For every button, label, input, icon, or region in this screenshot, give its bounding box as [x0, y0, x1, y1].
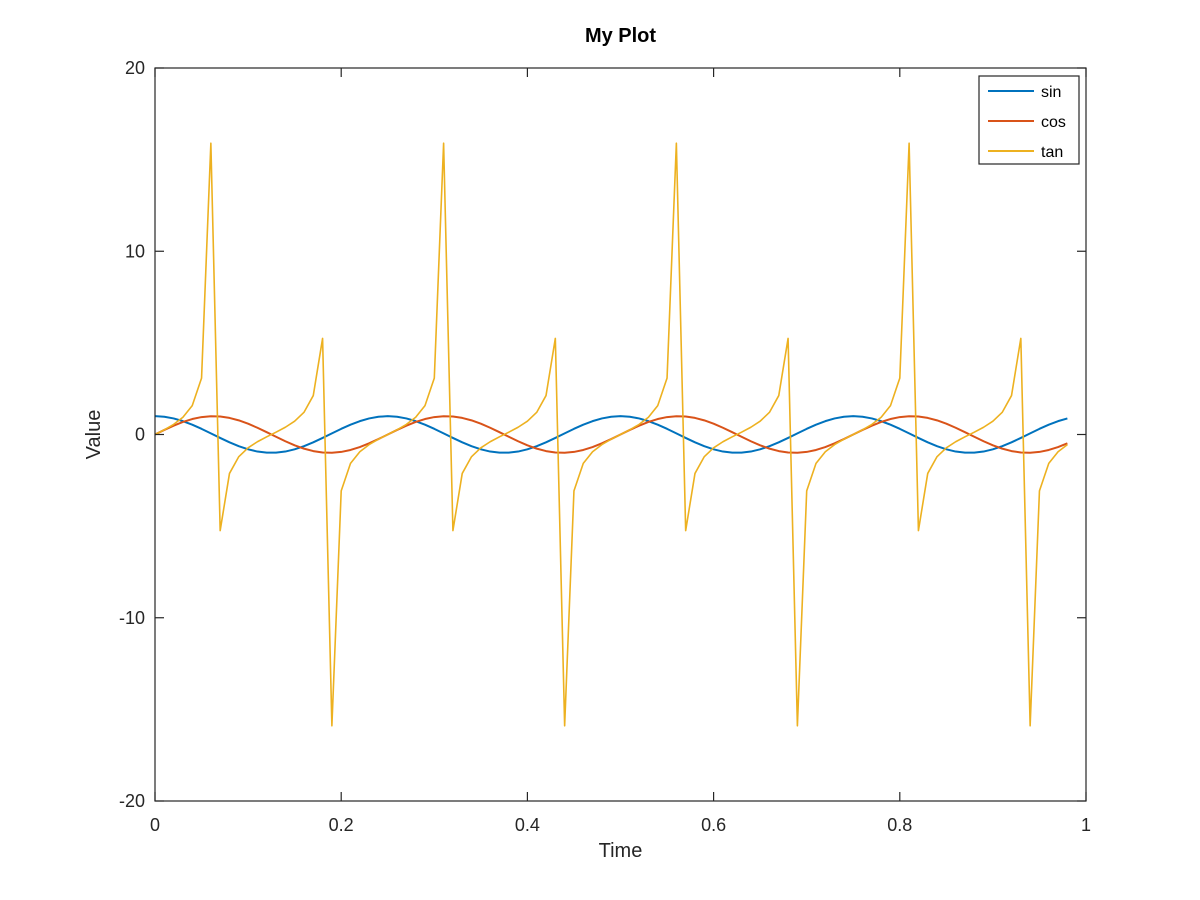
y-axis-label: Value	[83, 410, 105, 460]
series-line-tan	[154, 142, 1068, 727]
x-tick-label: 0.2	[329, 815, 354, 835]
x-tick-label: 0.6	[701, 815, 726, 835]
y-tick-label: 0	[135, 425, 145, 445]
y-tick-label: -10	[119, 608, 145, 628]
legend: sin cos tan	[978, 75, 1080, 165]
x-tick-label: 1	[1081, 815, 1091, 835]
legend-label-cos: cos	[1041, 114, 1066, 131]
legend-label-tan: tan	[1041, 144, 1063, 161]
chart-title: My Plot	[585, 25, 656, 47]
tick-layer: 0 0.2 0.4 0.6 0.8 1 -20 -10 0 10 20	[119, 58, 1091, 835]
x-tick-label: 0.4	[515, 815, 540, 835]
legend-label-sin: sin	[1041, 84, 1061, 101]
x-tick-label: 0	[150, 815, 160, 835]
series-line-sin	[154, 415, 1068, 454]
y-tick-label: 10	[125, 241, 145, 261]
x-axis-label: Time	[599, 840, 643, 862]
y-tick-label: -20	[119, 791, 145, 811]
y-tick-label: 20	[125, 58, 145, 78]
series-layer	[154, 142, 1068, 727]
x-tick-label: 0.8	[887, 815, 912, 835]
